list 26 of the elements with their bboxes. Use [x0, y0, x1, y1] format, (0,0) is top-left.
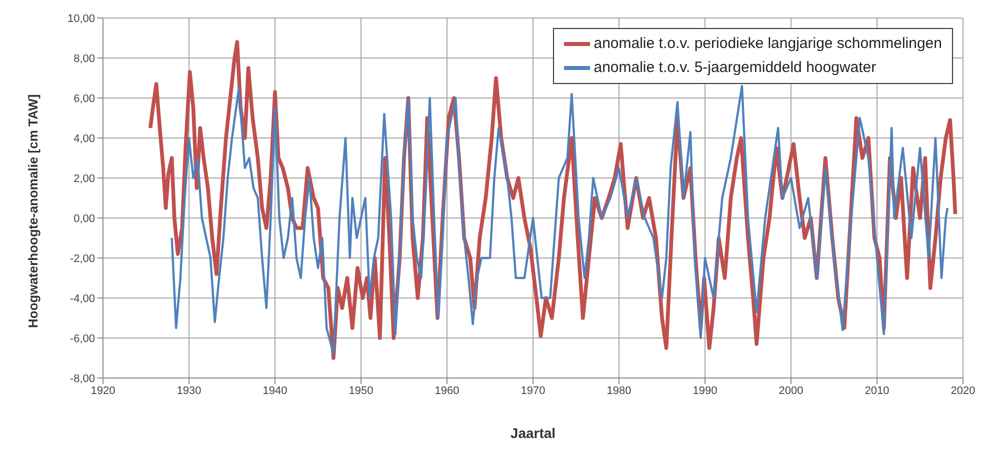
legend-label: anomalie t.o.v. periodieke langjarige schommelingen [594, 34, 942, 54]
x-tick-label: 1960 [434, 384, 460, 397]
y-tick-label: 10,00 [67, 12, 95, 25]
x-tick-label: 1980 [606, 384, 632, 397]
x-tick-label: 1990 [692, 384, 718, 397]
x-tick-label: 1940 [262, 384, 288, 397]
y-tick-label: -2,00 [70, 252, 95, 265]
x-tick-label: 2000 [778, 384, 804, 397]
y-tick-label: 0,00 [74, 212, 95, 225]
y-tick-label: 4,00 [74, 132, 95, 145]
y-tick-label: -8,00 [70, 372, 95, 385]
y-tick-label: 2,00 [74, 172, 95, 185]
x-tick-label: 1930 [176, 384, 202, 397]
y-tick-label: 6,00 [74, 92, 95, 105]
y-tick-label: -4,00 [70, 292, 95, 305]
x-tick-label: 1920 [90, 384, 116, 397]
y-tick-label: -6,00 [70, 332, 95, 345]
legend-label: anomalie t.o.v. 5-jaargemiddeld hoogwater [594, 58, 876, 78]
y-axis-title: Hoogwaterhoogte-anomalie [cm TAW] [26, 94, 41, 328]
x-tick-label: 2020 [950, 384, 976, 397]
x-tick-label: 1970 [520, 384, 546, 397]
x-tick-label: 2010 [864, 384, 890, 397]
line-series [170, 84, 949, 356]
x-tick-label: 1950 [348, 384, 374, 397]
x-axis-title: Jaartal [510, 425, 556, 441]
y-tick-label: 8,00 [74, 52, 95, 65]
